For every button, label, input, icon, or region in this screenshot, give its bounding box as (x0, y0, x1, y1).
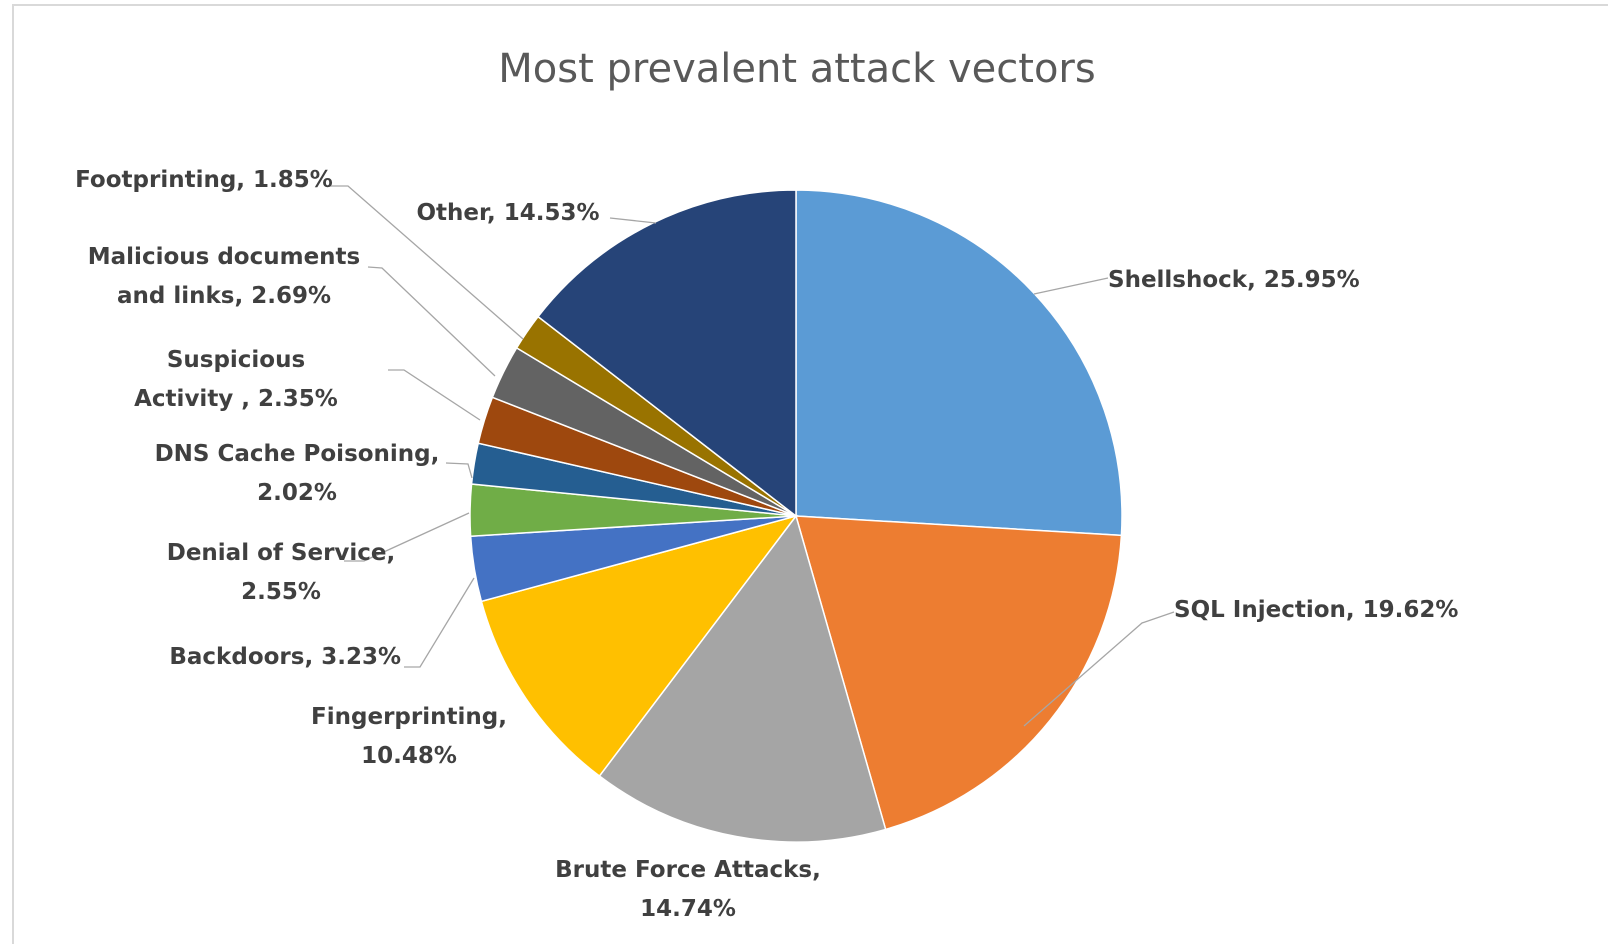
data-label-line: Backdoors, 3.23% (169, 644, 401, 670)
data-label: Backdoors, 3.23% (169, 644, 401, 670)
data-label: DNS Cache Poisoning, 2.02% (155, 441, 440, 506)
data-label-line: Suspicious (167, 347, 305, 373)
leader-lines (328, 185, 1175, 727)
data-label: Shellshock, 25.95% (1108, 267, 1360, 293)
leader-line (404, 577, 475, 668)
leader-line (328, 185, 524, 340)
data-label-line: 2.55% (241, 579, 321, 605)
data-label-line: Malicious documents (88, 244, 360, 270)
data-label-line: 10.48% (361, 743, 457, 769)
pie-slice-shellshock (795, 189, 1123, 537)
data-label-line: Activity , 2.35% (134, 386, 338, 412)
leader-line (367, 266, 496, 377)
data-label-line: DNS Cache Poisoning, (155, 441, 440, 467)
data-label: Suspicious Activity , 2.35% (134, 347, 338, 412)
data-label: Denial of Service, 2.55% (167, 540, 396, 605)
leader-line (1033, 277, 1109, 295)
data-label-line: 2.02% (257, 480, 337, 506)
pie-slice-brute-force-attacks (598, 514, 887, 843)
leader-line (1023, 611, 1175, 727)
data-label: Brute Force Attacks, 14.74% (555, 857, 821, 922)
leader-line (344, 512, 470, 562)
data-labels: Shellshock, 25.95% SQL Injection, 19.62% B… (75, 167, 1458, 922)
data-label-line: Other, 14.53% (416, 200, 599, 226)
data-label-line: Denial of Service, (167, 540, 396, 566)
data-label-line: Fingerprinting, (311, 704, 507, 730)
pie-slice-sql-injection (794, 515, 1123, 831)
data-label: Other, 14.53% (416, 200, 599, 226)
data-label-line: Shellshock, 25.95% (1108, 267, 1360, 293)
data-label: Malicious documents and links, 2.69% (88, 244, 360, 309)
chart-area: Most prevalent attack vectors Shellshock… (12, 4, 1608, 944)
data-label: SQL Injection, 19.62% (1174, 597, 1458, 623)
data-label-line: Brute Force Attacks, (555, 857, 821, 883)
pie-chart: Most prevalent attack vectors Shellshock… (75, 46, 1458, 922)
pie-slices (469, 189, 1123, 843)
data-label: Fingerprinting, 10.48% (311, 704, 507, 769)
data-label-line: Footprinting, 1.85% (75, 167, 333, 193)
pie-slice-other (536, 189, 797, 518)
data-label-line: SQL Injection, 19.62% (1174, 597, 1458, 623)
data-label: Footprinting, 1.85% (75, 167, 333, 193)
chart-title: Most prevalent attack vectors (498, 46, 1095, 92)
data-label-line: and links, 2.69% (117, 283, 331, 309)
leader-line (388, 369, 481, 421)
data-label-line: 14.74% (640, 896, 736, 922)
pie-slice-fingerprinting (480, 514, 798, 778)
leader-line (609, 217, 657, 224)
leader-line (445, 462, 473, 479)
